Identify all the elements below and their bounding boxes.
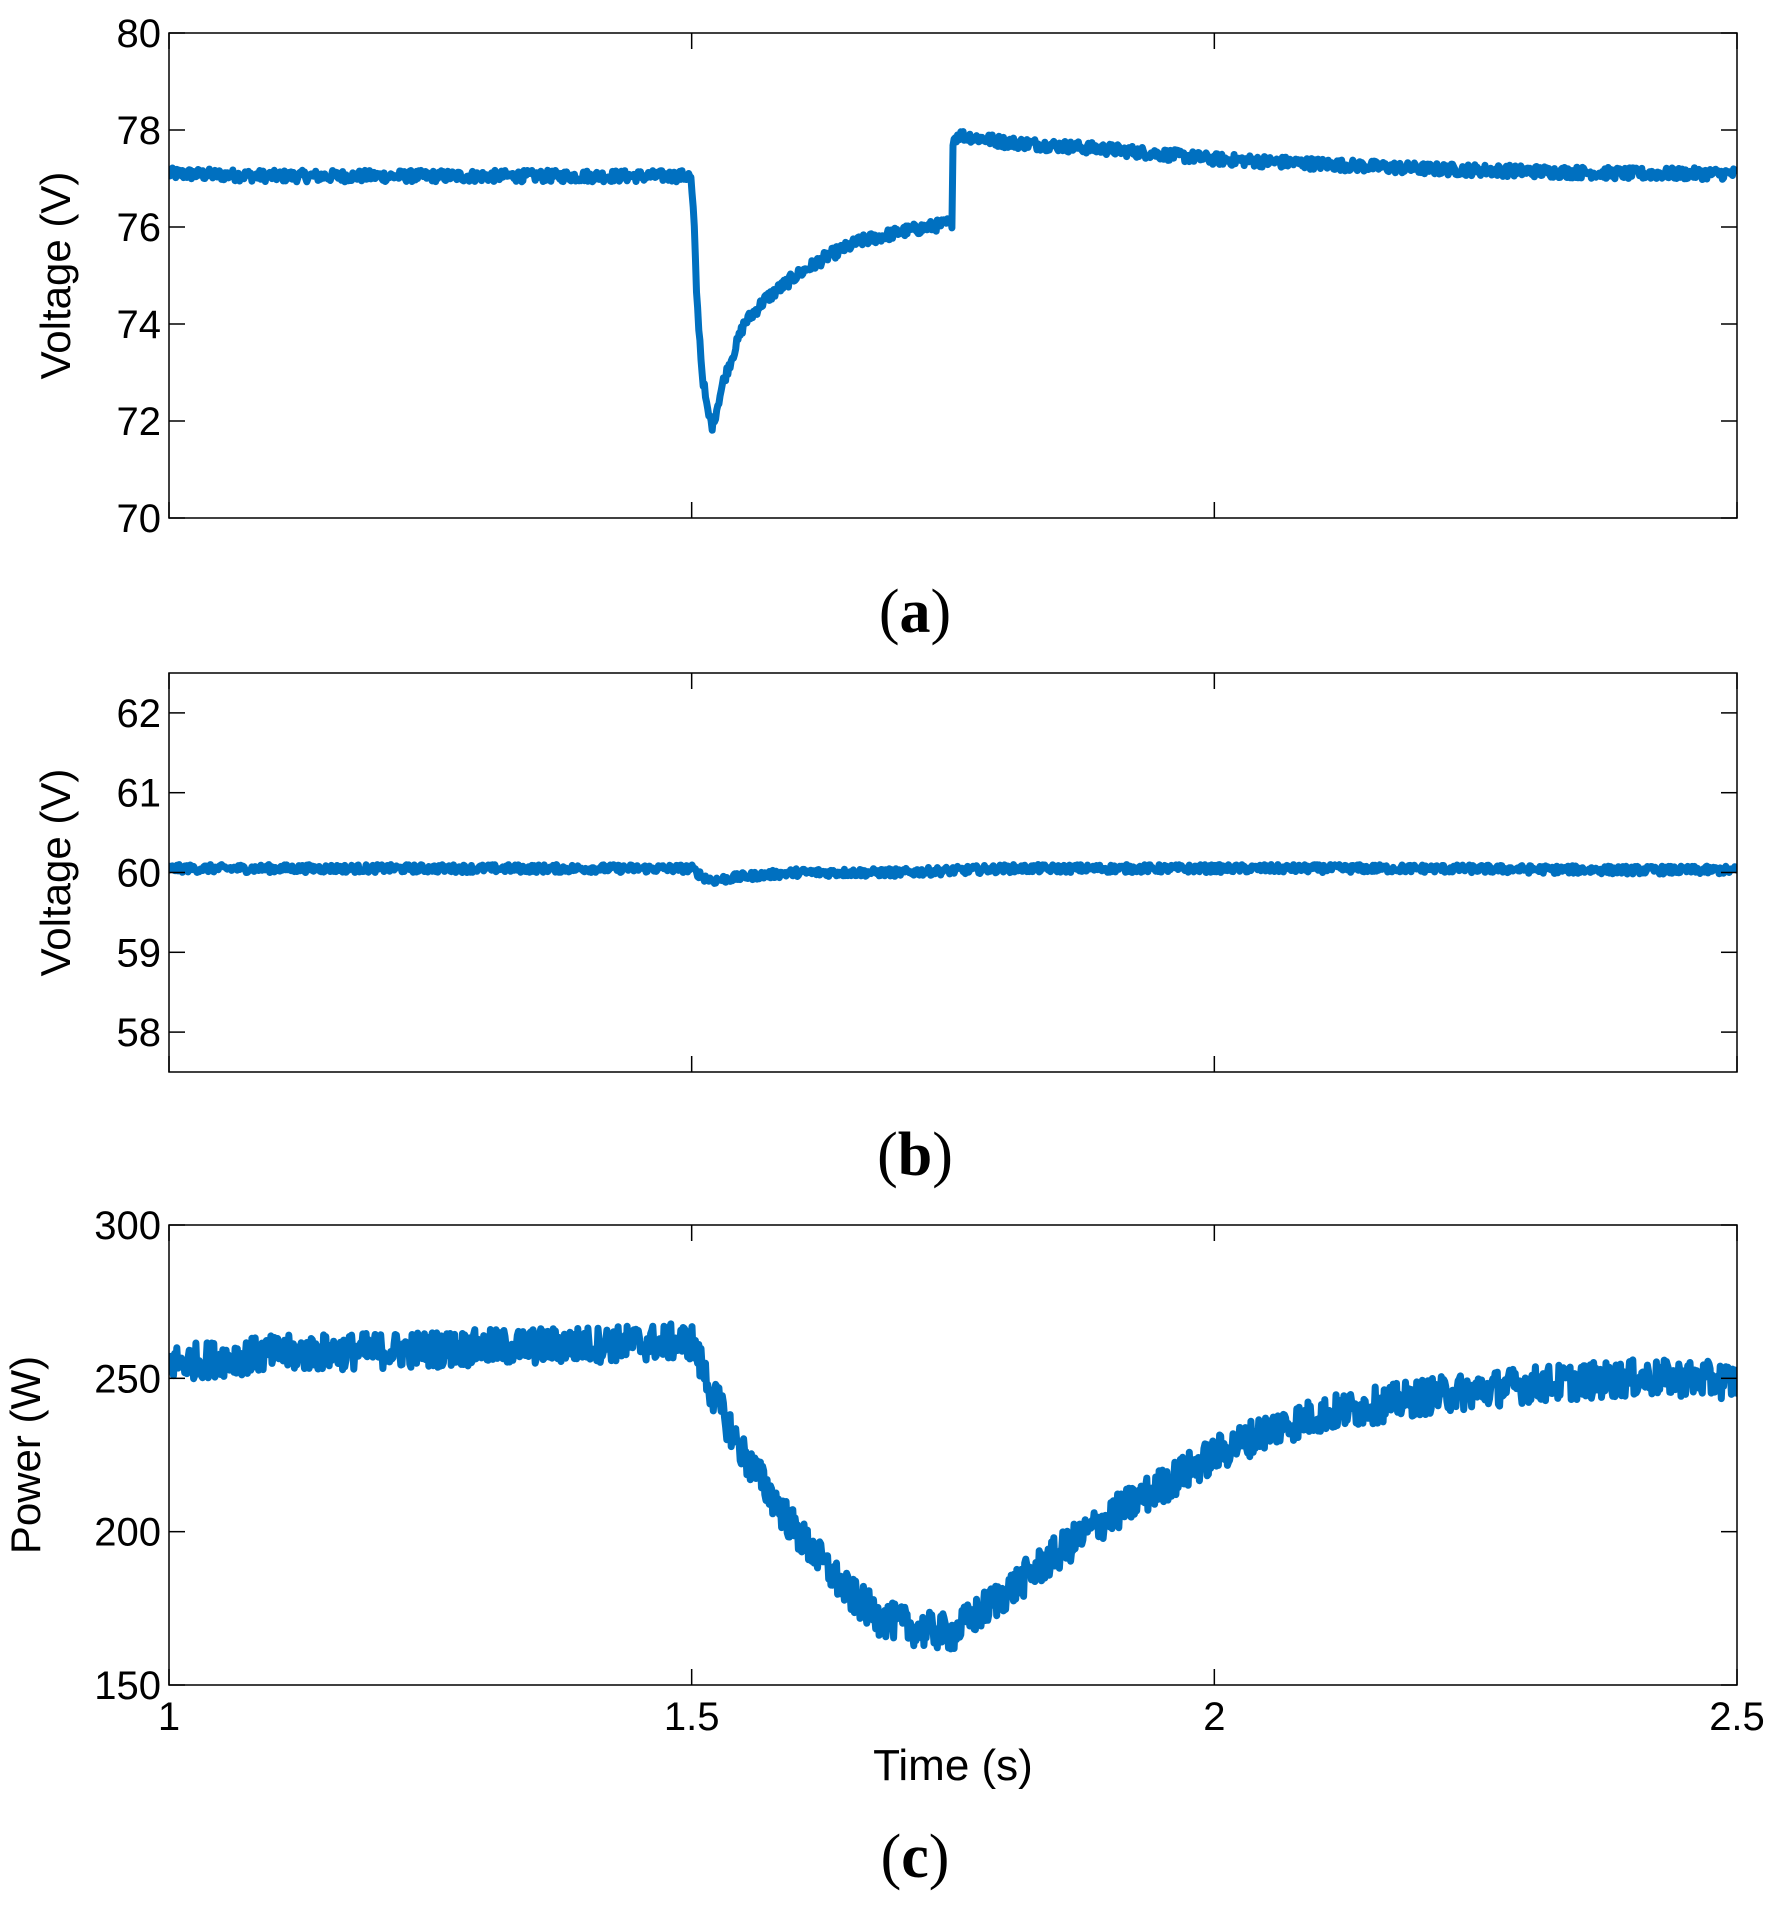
x-tick-label-1: 1.5 <box>664 1695 720 1739</box>
y-tick-label-a-3: 76 <box>117 206 162 250</box>
y-tick-label-c-0: 150 <box>94 1664 161 1708</box>
x-tick-label-2: 2 <box>1203 1695 1225 1739</box>
y-tick-label-a-0: 70 <box>117 497 162 541</box>
series-line-c-0 <box>169 1320 1737 1653</box>
panel-label-a: (a) <box>879 578 951 646</box>
panel-a: 70 72 74 76 78 80 Voltage (V) (a) <box>32 12 1738 646</box>
y-tick-label-b-3: 61 <box>117 772 162 816</box>
y-axis-label-c: Power (W) <box>2 1356 49 1554</box>
y-tick-label-a-1: 72 <box>117 400 162 444</box>
plot-frame-a <box>168 32 1738 519</box>
y-tick-label-b-2: 60 <box>117 852 162 896</box>
panel-label-b: (b) <box>877 1121 953 1189</box>
y-axis-label-a: Voltage (V) <box>32 172 79 380</box>
y-tick-label-c-2: 250 <box>94 1357 161 1401</box>
y-tick-label-c-1: 200 <box>94 1511 161 1555</box>
panel-c: 150 200 250 300 1 1.5 2 2.5 Power (W) Time (s) (c) <box>2 1204 1765 1891</box>
y-tick-label-a-4: 78 <box>117 109 162 153</box>
y-tick-label-b-4: 62 <box>117 692 162 736</box>
y-tick-label-a-5: 80 <box>117 12 162 56</box>
y-tick-label-c-3: 300 <box>94 1204 161 1248</box>
y-axis-label-b: Voltage (V) <box>32 769 79 977</box>
x-tick-label-3: 2.5 <box>1709 1695 1765 1739</box>
y-tick-label-b-1: 59 <box>117 931 162 975</box>
y-tick-label-a-2: 74 <box>117 303 162 347</box>
plot-frame-c <box>168 1224 1738 1686</box>
x-tick-label-0: 1 <box>158 1695 180 1739</box>
series-line-a-0 <box>169 128 1737 434</box>
panel-label-c: (c) <box>881 1823 950 1891</box>
y-tick-label-b-0: 58 <box>117 1011 162 1055</box>
panel-b: 58 59 60 61 62 Voltage (V) (b) <box>32 672 1738 1189</box>
x-axis-label: Time (s) <box>873 1741 1033 1790</box>
series-line-b-0 <box>169 861 1737 887</box>
